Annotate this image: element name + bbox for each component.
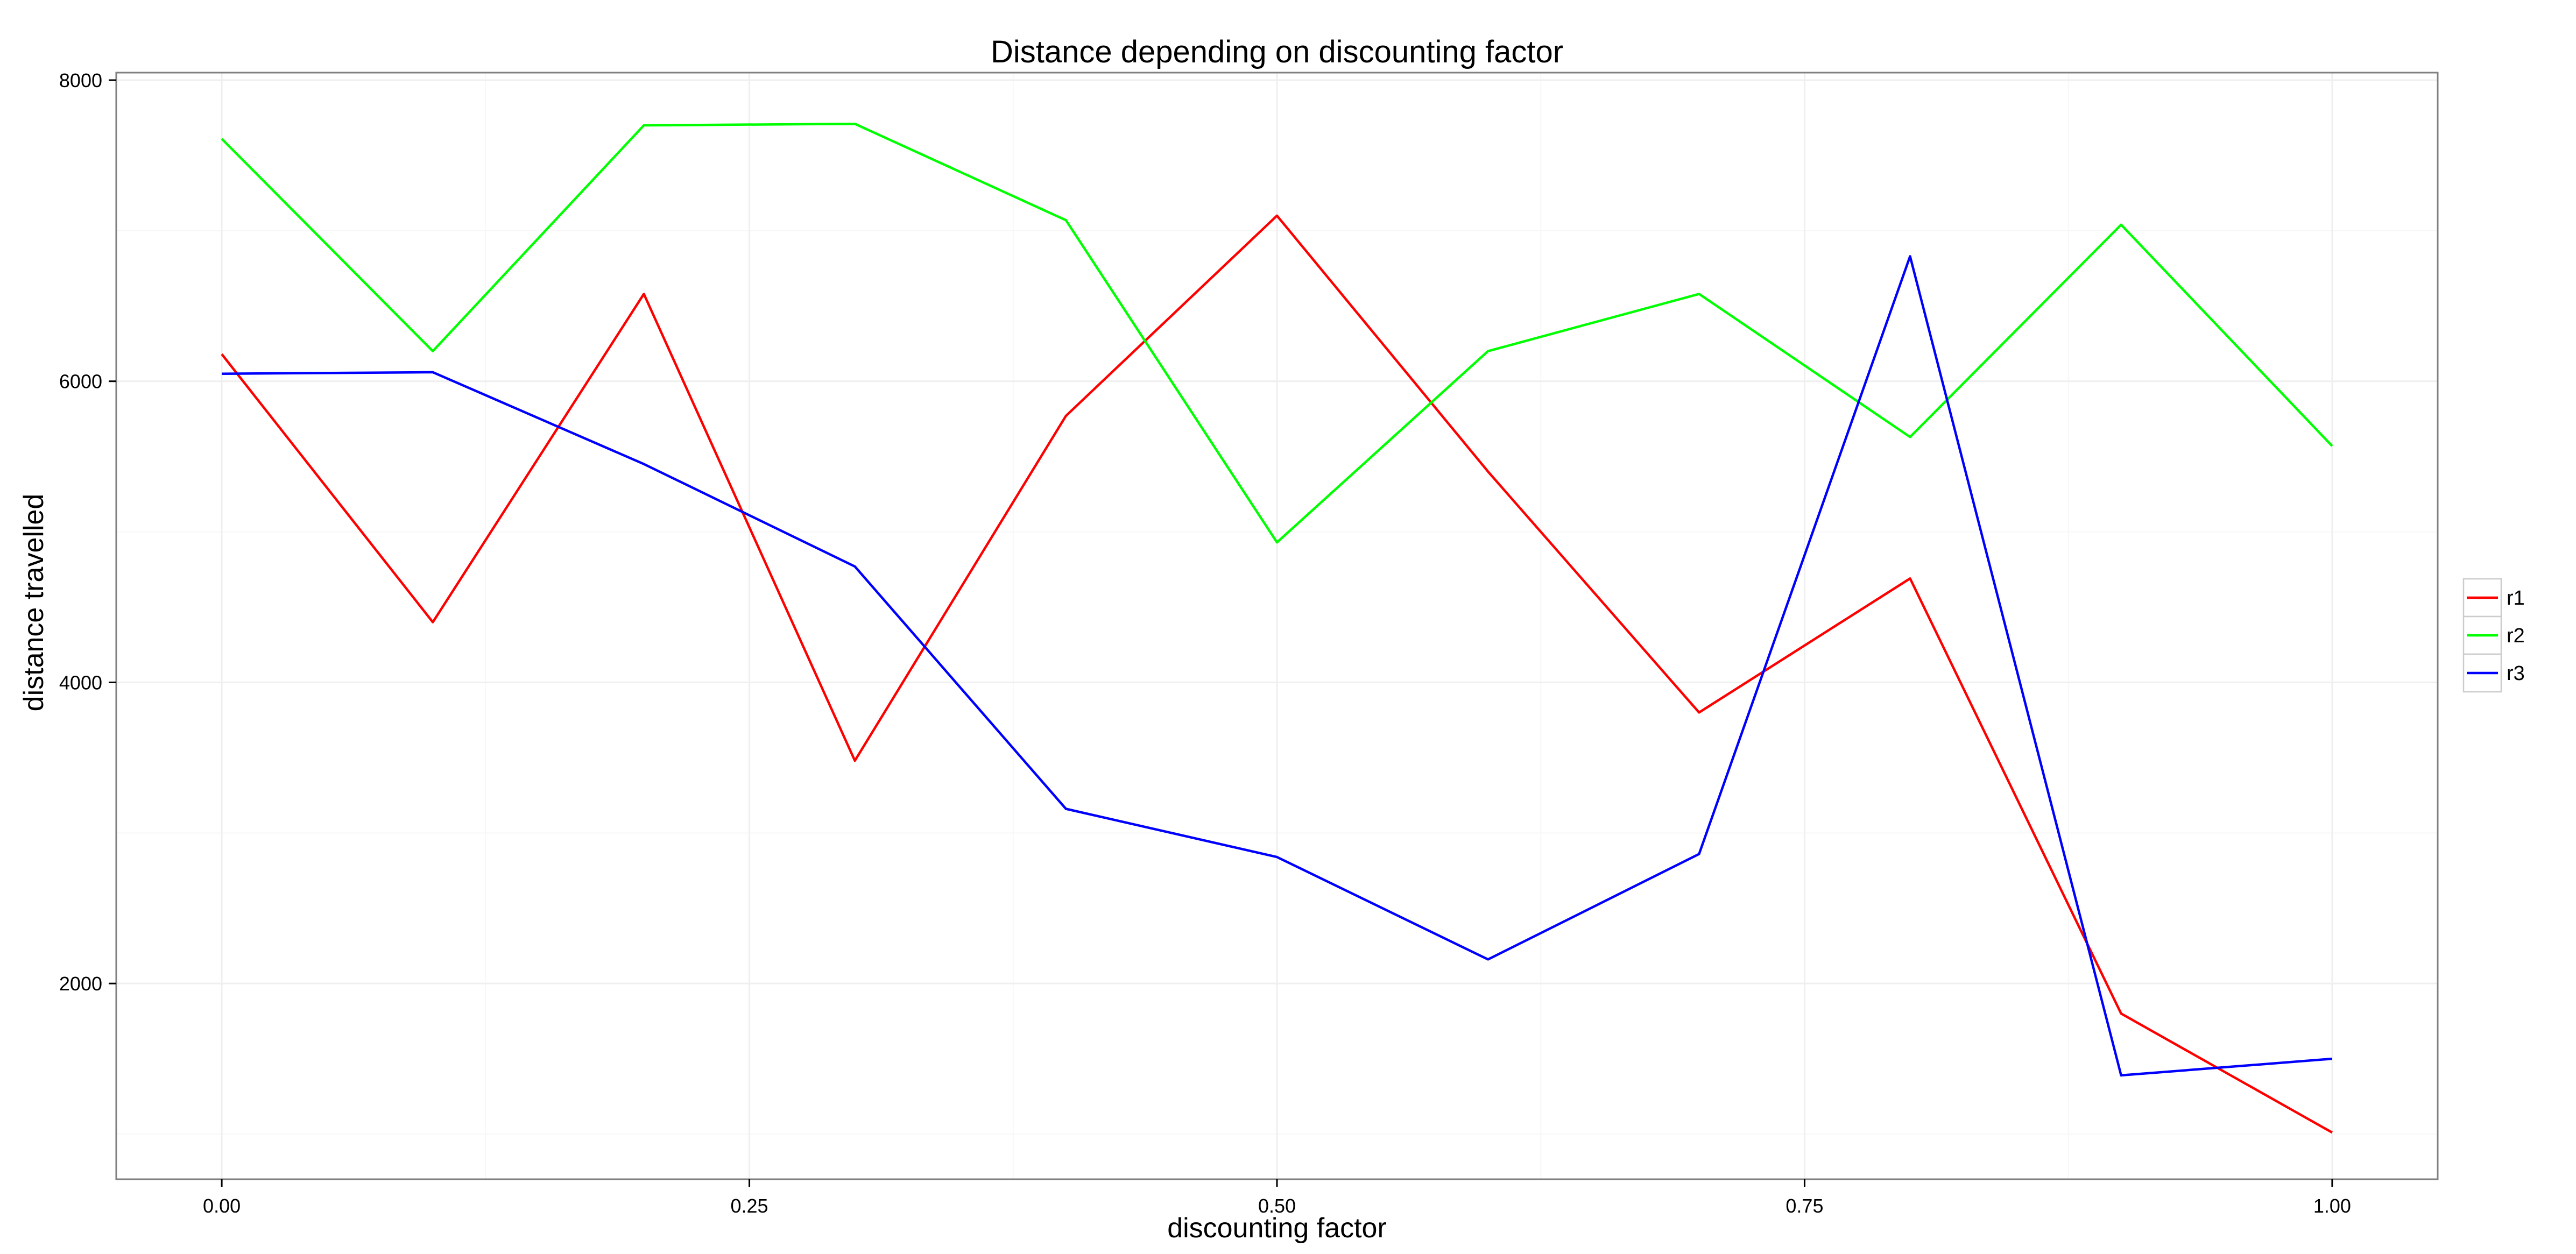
x-axis-title: discounting factor bbox=[1167, 1213, 1387, 1244]
x-tick-label: 0.25 bbox=[731, 1195, 768, 1217]
major-gridlines bbox=[116, 73, 2438, 1179]
x-tick-label: 0.00 bbox=[203, 1195, 241, 1217]
x-axis: 0.00 0.25 0.50 0.75 1.00 bbox=[203, 1179, 2351, 1217]
y-tick-label: 6000 bbox=[59, 371, 102, 393]
series-line-r2 bbox=[221, 122, 2333, 544]
y-axis: 2000 4000 6000 8000 bbox=[59, 69, 116, 995]
y-tick-label: 4000 bbox=[59, 671, 102, 693]
x-tick-label: 0.75 bbox=[1785, 1195, 1823, 1217]
series-line-r3 bbox=[222, 255, 2333, 1077]
x-tick-label: 1.00 bbox=[2313, 1195, 2351, 1217]
y-axis-title: distance travelled bbox=[18, 494, 50, 712]
legend: r1 r2 r3 bbox=[2462, 578, 2525, 693]
legend-label-r3: r3 bbox=[2507, 662, 2525, 685]
legend-label-r2: r2 bbox=[2507, 625, 2525, 647]
y-tick-label: 8000 bbox=[59, 69, 102, 91]
y-tick-label: 2000 bbox=[59, 973, 102, 995]
series-line-r1 bbox=[221, 214, 2333, 1134]
legend-label-r1: r1 bbox=[2507, 587, 2525, 610]
chart-title: Distance depending on discounting factor bbox=[991, 34, 1563, 69]
series-lines bbox=[221, 122, 2333, 1134]
x-tick-label: 0.50 bbox=[1258, 1195, 1296, 1217]
